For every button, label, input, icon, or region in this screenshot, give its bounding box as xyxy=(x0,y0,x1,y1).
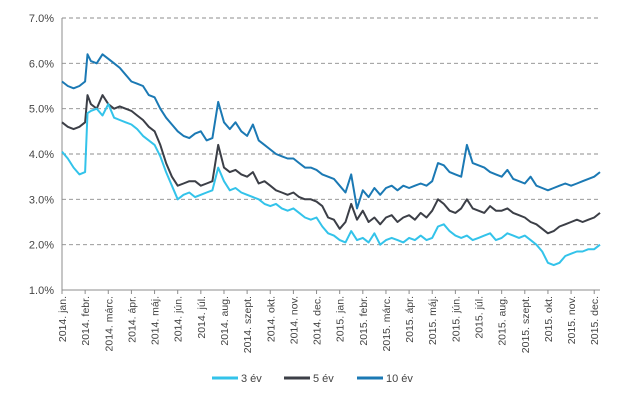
x-tick-label: 2015. júl. xyxy=(474,296,486,339)
y-axis-tick-labels: 1.0% 2.0% 3.0% 4.0% 5.0% 6.0% 7.0% xyxy=(29,13,54,297)
x-tick-label: 2015. jún. xyxy=(450,296,462,342)
x-tick-label: 2014. júl. xyxy=(196,296,208,339)
x-tick-label: 2015. nov. xyxy=(566,296,578,344)
x-tick-label: 2014. febr. xyxy=(80,296,92,346)
x-tick-label: 2014. jan. xyxy=(57,296,69,342)
x-tick-label: 2015. máj. xyxy=(427,296,439,345)
x-tick-label: 2015. okt. xyxy=(543,296,555,342)
x-tick-label: 2014. szept. xyxy=(242,296,254,353)
x-tick-label: 2014. dec. xyxy=(312,296,324,345)
x-tick-label: 2014. jún. xyxy=(173,296,185,342)
y-tick-label: 5.0% xyxy=(29,104,54,116)
y-tick-label: 3.0% xyxy=(29,194,54,206)
y-tick-label: 4.0% xyxy=(29,149,54,161)
series-line-10-év xyxy=(61,53,601,210)
series-line-5-év xyxy=(61,94,601,235)
legend-label: 5 év xyxy=(313,373,334,385)
x-tick-label: 2014. aug. xyxy=(219,296,231,346)
legend-label: 3 év xyxy=(241,373,262,385)
y-tick-label: 2.0% xyxy=(29,240,54,252)
series-lines xyxy=(61,53,601,267)
y-tick-label: 6.0% xyxy=(29,58,54,70)
legend: 3 év 5 év 10 év xyxy=(212,373,413,385)
y-tick-label: 7.0% xyxy=(29,13,54,25)
x-tick-label: 2015. febr. xyxy=(358,296,370,346)
gridlines xyxy=(61,17,600,294)
x-tick-label: 2015. szept. xyxy=(520,296,532,353)
x-tick-label: 2015. dec. xyxy=(589,296,601,345)
x-tick-label: 2014. okt. xyxy=(265,296,277,342)
x-tick-label: 2014. nov. xyxy=(288,296,300,344)
x-tick-label: 2014. márc. xyxy=(103,296,115,351)
x-tick-label: 2015. aug. xyxy=(497,296,509,346)
x-axis-tick-labels: 2014. jan. 2014. febr. 2014. márc. 2014. áp… xyxy=(57,296,601,353)
x-tick-label: 2015. márc. xyxy=(381,296,393,351)
y-tick-label: 1.0% xyxy=(29,285,54,297)
x-tick-label: 2015. ápr. xyxy=(404,296,416,343)
legend-label: 10 év xyxy=(386,373,413,385)
x-tick-label: 2015. jan. xyxy=(335,296,347,342)
x-tick-label: 2014. máj. xyxy=(150,296,162,345)
x-tick-label: 2014. ápr. xyxy=(126,296,138,343)
series-line-3-év xyxy=(61,103,601,267)
